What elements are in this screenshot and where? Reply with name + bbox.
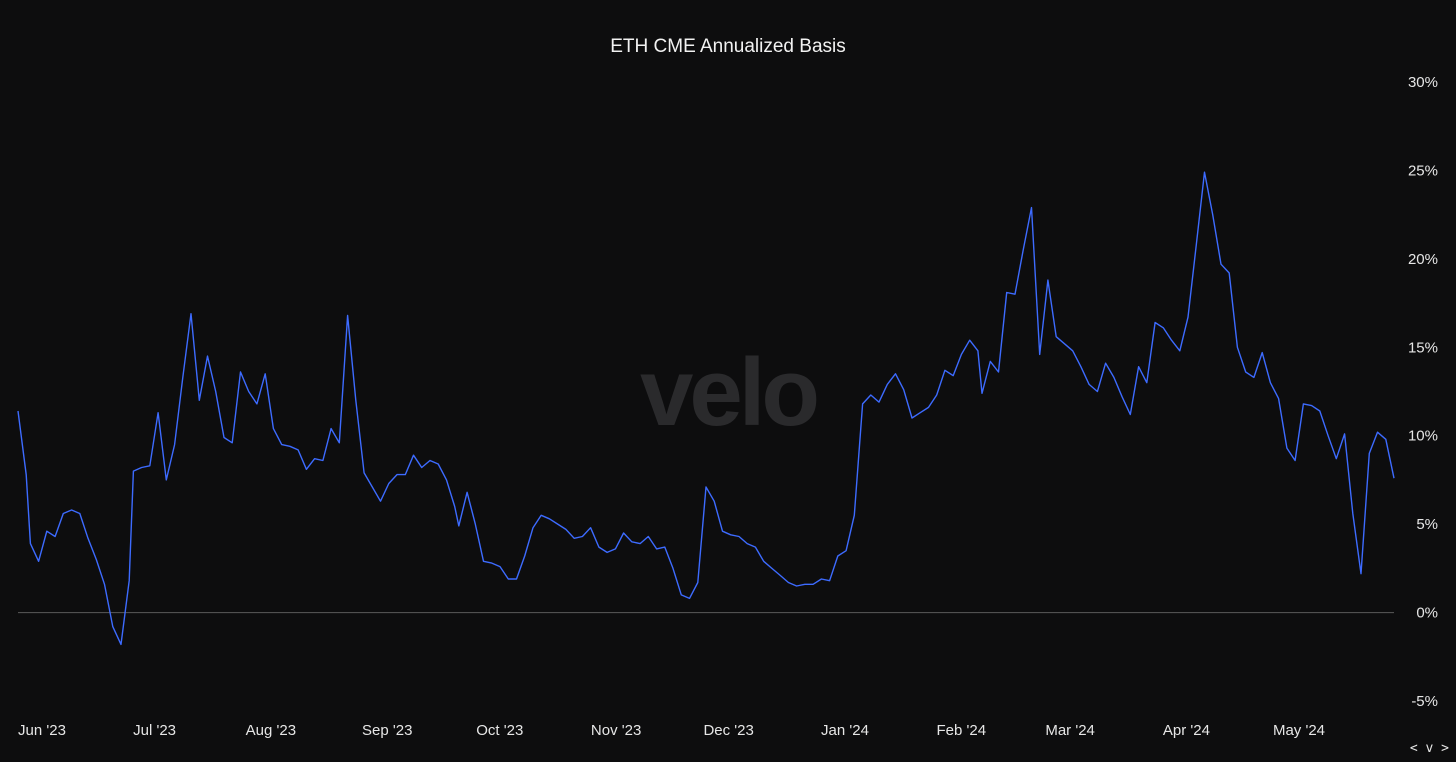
y-tick-label: 30%	[1408, 74, 1438, 91]
y-tick-label: -5%	[1411, 693, 1438, 710]
y-tick-label: 15%	[1408, 339, 1438, 356]
y-tick-label: 25%	[1408, 162, 1438, 179]
x-tick-label: Jun '23	[18, 722, 66, 739]
y-tick-label: 20%	[1408, 251, 1438, 268]
series-line-eth-basis	[17, 171, 1395, 646]
y-tick-label: 10%	[1408, 428, 1438, 445]
watermark: velo	[640, 339, 816, 446]
x-tick-label: Apr '24	[1163, 722, 1210, 739]
y-tick-label: 5%	[1416, 516, 1438, 533]
x-tick-label: Aug '23	[246, 722, 296, 739]
y-axis: 30% 25% 20% 15% 10% 5% 0% -5%	[1408, 74, 1438, 710]
x-axis: Jun '23 Jul '23 Aug '23 Sep '23 Oct '23 Nov '…	[18, 722, 1325, 739]
x-tick-label: Jan '24	[821, 722, 869, 739]
x-tick-label: Mar '24	[1045, 722, 1095, 739]
y-tick-label: 0%	[1416, 605, 1438, 622]
x-tick-label: May '24	[1273, 722, 1325, 739]
x-tick-label: Oct '23	[476, 722, 523, 739]
x-tick-label: Sep '23	[362, 722, 412, 739]
x-tick-label: Dec '23	[703, 722, 753, 739]
nav-hint[interactable]: < v >	[1410, 741, 1449, 756]
x-tick-label: Nov '23	[591, 722, 641, 739]
x-tick-label: Jul '23	[133, 722, 176, 739]
chart-title: ETH CME Annualized Basis	[610, 36, 846, 57]
x-tick-label: Feb '24	[937, 722, 987, 739]
